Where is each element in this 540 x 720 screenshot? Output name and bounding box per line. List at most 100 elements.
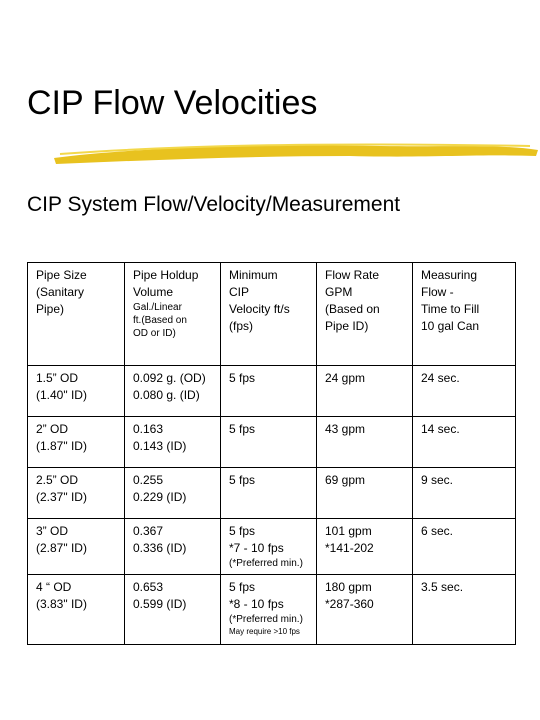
cell-line: 0.599 (ID) <box>133 597 187 611</box>
slide-subtitle: CIP System Flow/Velocity/Measurement <box>27 193 401 216</box>
cell-line: 0.336 (ID) <box>133 541 187 555</box>
cell-line: (*Preferred min.) <box>229 614 303 625</box>
cell-line: *141-202 <box>325 541 374 555</box>
table-cell: 2” OD (1.87" ID) <box>27 416 125 468</box>
cell-line: 0.163 <box>133 422 164 436</box>
cell-line: 10 gal Can <box>421 319 480 333</box>
cell-line: 5 fps <box>229 422 256 436</box>
table-cell: 180 gpm *287-360 <box>316 574 413 645</box>
cell-line: 69 gpm <box>325 473 366 487</box>
cell-line: 5 fps <box>229 580 256 594</box>
cell-line: 0.092 g. (OD) <box>133 371 206 385</box>
cell-line: *287-360 <box>325 597 374 611</box>
cell-line: Pipe ID) <box>325 319 369 333</box>
table-cell: Measuring Flow - Time to Fill 10 gal Can <box>412 262 516 366</box>
cell-line: 2.5” OD <box>36 473 79 487</box>
cell-line: Pipe) <box>36 302 65 316</box>
table-row: 3” OD (2.87" ID) 0.367 0.336 (ID) 5 fps *7 - … <box>27 518 516 575</box>
cell-line: Velocity ft/s <box>229 302 290 316</box>
flow-table: Pipe Size (Sanitary Pipe) Pipe Holdup Volume… <box>27 262 516 645</box>
table-cell: 0.092 g. (OD) 0.080 g. (ID) <box>124 365 221 417</box>
table-cell: 5 fps <box>220 467 317 519</box>
table-cell: Pipe Holdup Volume Gal./Linear ft.(Based on… <box>124 262 221 366</box>
cell-line: (1.87" ID) <box>36 439 87 453</box>
cell-line: 5 fps <box>229 524 256 538</box>
brush-highlight <box>59 143 531 155</box>
cell-line: (2.87" ID) <box>36 541 87 555</box>
cell-line: (Sanitary <box>36 285 85 299</box>
cell-line: 180 gpm <box>325 580 372 594</box>
table-cell: 0.255 0.229 (ID) <box>124 467 221 519</box>
cell-line: 0.255 <box>133 473 164 487</box>
cell-line: 24 sec. <box>421 371 460 385</box>
cell-line: 3” OD <box>36 524 69 538</box>
cell-line: Gal./Linear <box>133 302 182 313</box>
table-row: 4 “ OD (3.83" ID) 0.653 0.599 (ID) 5 fps *8 -… <box>27 574 516 645</box>
cell-line: 0.080 g. (ID) <box>133 388 200 402</box>
table-cell: Minimum CIP Velocity ft/s (fps) <box>220 262 317 366</box>
table-cell: Flow Rate GPM (Based on Pipe ID) <box>316 262 413 366</box>
table-cell: 6 sec. <box>412 518 516 575</box>
table-cell: 24 sec. <box>412 365 516 417</box>
cell-line: GPM <box>325 285 353 299</box>
table-row: 2.5” OD (2.37" ID) 0.255 0.229 (ID) 5 fps 69 … <box>27 467 516 519</box>
cell-line: 6 sec. <box>421 524 454 538</box>
table-cell: 5 fps <box>220 365 317 417</box>
cell-line: (2.37" ID) <box>36 490 87 504</box>
cell-line: (*Preferred min.) <box>229 558 303 569</box>
cell-line: 2” OD <box>36 422 69 436</box>
table-cell: 24 gpm <box>316 365 413 417</box>
table-cell: 5 fps <box>220 416 317 468</box>
slide-title: CIP Flow Velocities <box>27 84 318 122</box>
cell-line: May require >10 fps <box>229 627 300 636</box>
cell-line: (3.83" ID) <box>36 597 87 611</box>
cell-line: *7 - 10 fps <box>229 541 284 555</box>
cell-line: Measuring <box>421 268 478 282</box>
cell-line: ft.(Based on <box>133 315 187 326</box>
cell-line: 9 sec. <box>421 473 454 487</box>
table-cell: 0.163 0.143 (ID) <box>124 416 221 468</box>
brush-stroke <box>54 143 538 164</box>
cell-line: 0.367 <box>133 524 164 538</box>
cell-line: 5 fps <box>229 371 256 385</box>
table-row: Pipe Size (Sanitary Pipe) Pipe Holdup Volume… <box>27 262 516 366</box>
table-cell: 5 fps *8 - 10 fps (*Preferred min.) May req… <box>220 574 317 645</box>
table-cell: 43 gpm <box>316 416 413 468</box>
table-cell: 4 “ OD (3.83" ID) <box>27 574 125 645</box>
cell-line: 43 gpm <box>325 422 366 436</box>
table-cell: 3.5 sec. <box>412 574 516 645</box>
cell-line: (fps) <box>229 319 253 333</box>
cell-line: 4 “ OD <box>36 580 72 594</box>
cell-line: 14 sec. <box>421 422 460 436</box>
cell-line: Pipe Holdup <box>133 268 199 282</box>
cell-line: 5 fps <box>229 473 256 487</box>
cell-line: 101 gpm <box>325 524 372 538</box>
cell-line: 3.5 sec. <box>421 580 464 594</box>
cell-line: Volume <box>133 285 174 299</box>
cell-line: 1.5” OD <box>36 371 79 385</box>
cell-line: Flow Rate <box>325 268 380 282</box>
table-cell: 101 gpm *141-202 <box>316 518 413 575</box>
table-row: 2” OD (1.87" ID) 0.163 0.143 (ID) 5 fps 43 gp… <box>27 416 516 468</box>
table-cell: 5 fps *7 - 10 fps (*Preferred min.) <box>220 518 317 575</box>
cell-line: (Based on <box>325 302 380 316</box>
cell-line: OD or ID) <box>133 328 176 339</box>
cell-line: Minimum <box>229 268 278 282</box>
cell-line: 24 gpm <box>325 371 366 385</box>
table-cell: Pipe Size (Sanitary Pipe) <box>27 262 125 366</box>
cell-line: Time to Fill <box>421 302 480 316</box>
cell-line: Flow - <box>421 285 454 299</box>
cell-line: 0.229 (ID) <box>133 490 187 504</box>
table-cell: 0.653 0.599 (ID) <box>124 574 221 645</box>
table-cell: 14 sec. <box>412 416 516 468</box>
table-cell: 2.5” OD (2.37" ID) <box>27 467 125 519</box>
table-cell: 9 sec. <box>412 467 516 519</box>
table-cell: 69 gpm <box>316 467 413 519</box>
brush-fill <box>54 145 538 164</box>
table-cell: 3” OD (2.87" ID) <box>27 518 125 575</box>
cell-line: (1.40" ID) <box>36 388 87 402</box>
cell-line: 0.143 (ID) <box>133 439 187 453</box>
table-row: 1.5” OD (1.40" ID) 0.092 g. (OD) 0.080 g. (… <box>27 365 516 417</box>
cell-line: 0.653 <box>133 580 164 594</box>
